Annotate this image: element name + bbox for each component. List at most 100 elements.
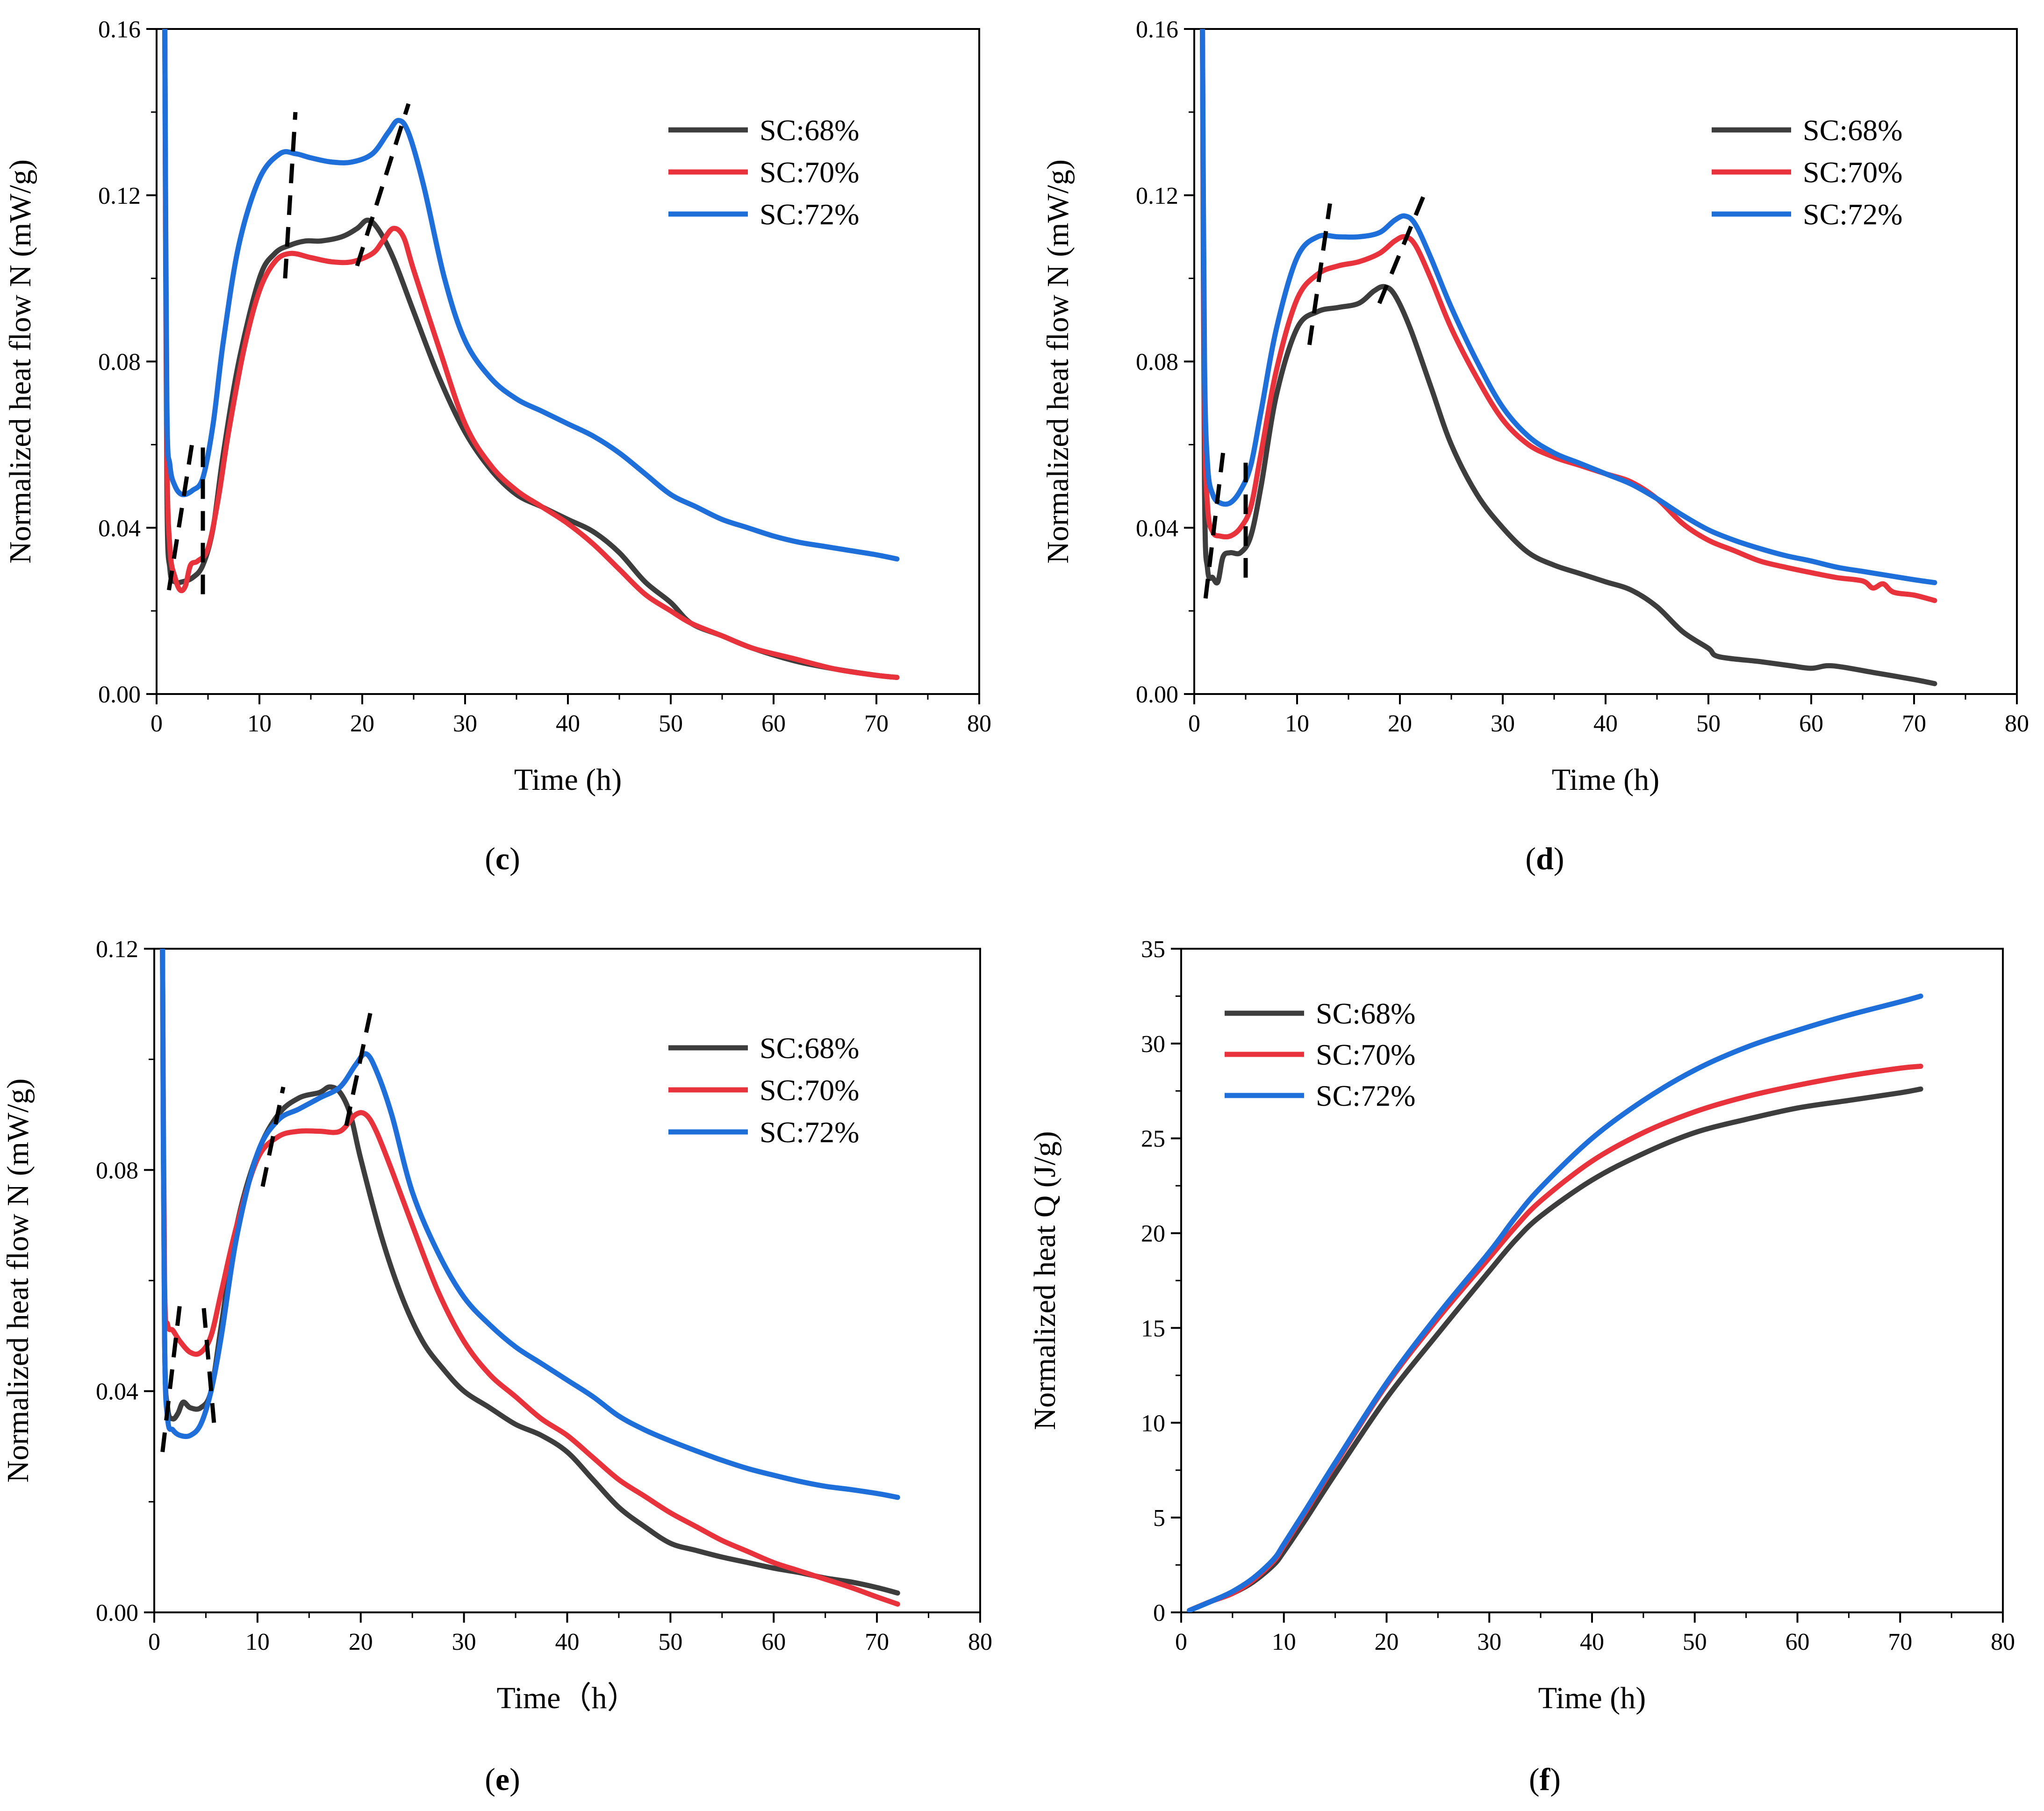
x-tick-label: 20 xyxy=(350,710,374,737)
legend-label: SC:72% xyxy=(1803,198,1902,231)
legend-label: SC:70% xyxy=(1316,1038,1415,1071)
x-axis-title: Time (h) xyxy=(1552,763,1659,797)
x-tick-label: 10 xyxy=(1285,710,1309,737)
x-tick-label: 50 xyxy=(659,710,683,737)
legend-label: SC:68% xyxy=(760,1031,859,1065)
x-tick-label: 30 xyxy=(452,1629,476,1655)
y-tick-label: 10 xyxy=(1141,1410,1165,1437)
x-tick-label: 60 xyxy=(1799,710,1823,737)
x-tick-label: 0 xyxy=(151,710,163,737)
y-tick-label: 0.00 xyxy=(98,681,141,708)
x-axis-title: Time (h) xyxy=(514,763,622,797)
series-line-sc72 xyxy=(160,949,900,1500)
x-tick-label: 20 xyxy=(1388,710,1412,737)
panel-f: 0 10 20 30 40 50 60 70 80 0 5 10 15 20 25 30 35 Time (h) N… xyxy=(1028,936,2015,1797)
series-line-sc70 xyxy=(1200,29,1937,603)
legend-label: SC:70% xyxy=(760,156,859,189)
y-tick-label: 0.00 xyxy=(1136,681,1178,708)
x-tick-label: 30 xyxy=(1477,1629,1501,1655)
x-axis-title: Time (h) xyxy=(1538,1681,1646,1715)
panel-caption: (f) xyxy=(1529,1761,1561,1797)
y-tick-label: 0 xyxy=(1153,1600,1165,1626)
series-line-sc70 xyxy=(160,949,900,1607)
y-axis-title: Normalized heat flow N (mW/g) xyxy=(1041,159,1075,564)
x-tick-label: 20 xyxy=(1375,1629,1399,1655)
x-tick-label: 80 xyxy=(1991,1629,2015,1655)
dashed-guide-line xyxy=(1377,190,1428,304)
dashed-guide-line xyxy=(160,1302,182,1453)
panel-d: 0 10 20 30 40 50 60 70 80 0.00 0.04 0.08 0.12 0.16 Tim… xyxy=(1041,16,2029,876)
y-tick-label: 5 xyxy=(1153,1505,1165,1532)
x-tick-label: 60 xyxy=(761,1629,786,1655)
x-tick-label: 40 xyxy=(555,1629,580,1655)
y-tick-label: 30 xyxy=(1141,1031,1165,1058)
legend-label: SC:72% xyxy=(760,1116,859,1149)
legend-label: SC:68% xyxy=(1316,997,1415,1030)
y-axis-title: Normalized heat flow N (mW/g) xyxy=(3,159,37,564)
series-line-sc68 xyxy=(1187,1086,1923,1612)
y-tick-label: 0.08 xyxy=(96,1157,138,1184)
dashed-guide-line xyxy=(1203,452,1226,599)
dashed-guide-line xyxy=(344,1009,373,1126)
dashed-guide-line xyxy=(201,1308,216,1425)
y-tick-label: 0.08 xyxy=(98,349,141,376)
x-tick-label: 80 xyxy=(968,1629,992,1655)
x-tick-label: 10 xyxy=(245,1629,270,1655)
legend-label: SC:68% xyxy=(760,114,859,147)
x-tick-label: 40 xyxy=(1593,710,1618,737)
x-tick-label: 50 xyxy=(1696,710,1721,737)
x-tick-label: 70 xyxy=(1888,1629,1912,1655)
dashed-guide-line xyxy=(355,103,411,267)
series-line-sc72 xyxy=(1200,29,1937,586)
x-tick-label: 70 xyxy=(1902,710,1926,737)
y-axis-title: Normalized heat Q (J/g) xyxy=(1028,1131,1062,1430)
y-tick-label: 0.04 xyxy=(98,515,141,542)
legend-label: SC:72% xyxy=(1316,1079,1415,1112)
y-tick-label: 15 xyxy=(1141,1315,1165,1342)
x-tick-label: 60 xyxy=(761,710,786,737)
x-tick-label: 0 xyxy=(1175,1629,1187,1655)
legend-label: SC:70% xyxy=(1803,156,1902,189)
dashed-guide-line xyxy=(260,1086,286,1187)
panel-e: 0 10 20 30 40 50 60 70 80 0.00 0.04 0.08 0.12 Time（h）… xyxy=(1,936,992,1797)
y-tick-label: 0.16 xyxy=(1136,16,1178,43)
series-line-sc70 xyxy=(162,29,900,680)
x-tick-label: 30 xyxy=(1491,710,1515,737)
legend-label: SC:70% xyxy=(760,1074,859,1107)
x-tick-label: 40 xyxy=(1580,1629,1604,1655)
x-axis-title: Time（h） xyxy=(497,1681,638,1715)
y-tick-label: 0.08 xyxy=(1136,349,1178,376)
dashed-guide-line xyxy=(166,440,195,591)
y-tick-label: 20 xyxy=(1141,1221,1165,1247)
x-tick-label: 0 xyxy=(148,1629,160,1655)
y-tick-label: 0.04 xyxy=(96,1379,138,1405)
y-tick-label: 25 xyxy=(1141,1126,1165,1152)
legend-label: SC:72% xyxy=(760,198,859,231)
x-tick-label: 50 xyxy=(1683,1629,1707,1655)
y-tick-label: 0.12 xyxy=(1136,183,1178,209)
panel-caption: (d) xyxy=(1525,841,1564,876)
x-tick-label: 20 xyxy=(349,1629,373,1655)
panel-caption: (e) xyxy=(485,1761,520,1797)
dashed-guide-line xyxy=(283,112,298,279)
dashed-guide-line xyxy=(1307,203,1332,345)
y-tick-label: 0.00 xyxy=(96,1600,138,1626)
y-tick-label: 0.12 xyxy=(96,936,138,963)
x-tick-label: 10 xyxy=(1272,1629,1296,1655)
x-tick-label: 10 xyxy=(247,710,272,737)
x-tick-label: 0 xyxy=(1188,710,1200,737)
x-tick-label: 30 xyxy=(453,710,477,737)
series-line-sc68 xyxy=(160,949,900,1596)
panel-caption: (c) xyxy=(485,841,520,876)
x-tick-label: 70 xyxy=(864,710,889,737)
y-tick-label: 0.12 xyxy=(98,183,141,209)
series-line-sc68 xyxy=(1200,29,1937,687)
x-tick-label: 40 xyxy=(556,710,580,737)
panel-c: 0 10 20 30 40 50 60 70 80 0.00 0.04 0.08 0.12 0.16 Tim… xyxy=(3,16,991,876)
y-axis-title: Normalized heat flow N (mW/g) xyxy=(1,1078,35,1482)
y-tick-label: 35 xyxy=(1141,936,1165,963)
x-tick-label: 70 xyxy=(865,1629,889,1655)
x-tick-label: 50 xyxy=(658,1629,682,1655)
series-line-sc72 xyxy=(162,29,900,562)
